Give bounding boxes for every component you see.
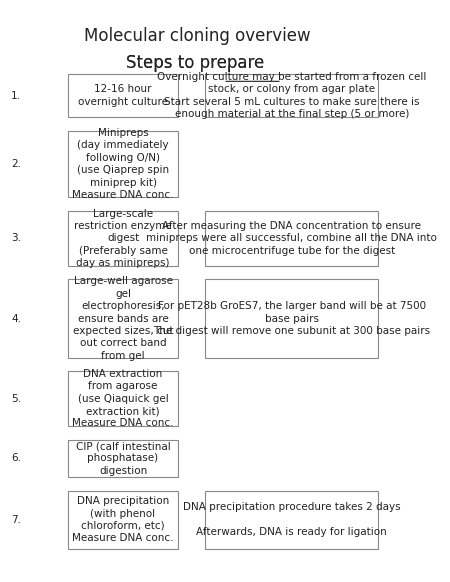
FancyBboxPatch shape: [206, 491, 378, 549]
Text: Molecular cloning overview: Molecular cloning overview: [84, 27, 311, 45]
Text: CIP (calf intestinal
phosphatase)
digestion: CIP (calf intestinal phosphatase) digest…: [76, 441, 171, 476]
Text: Steps to prepare: Steps to prepare: [126, 54, 270, 72]
Text: Overnight culture may be started from a frozen cell
stock, or colony from agar p: Overnight culture may be started from a …: [157, 72, 427, 119]
Text: 5.: 5.: [11, 393, 21, 404]
Text: DNA precipitation procedure takes 2 days

Afterwards, DNA is ready for ligation: DNA precipitation procedure takes 2 days…: [183, 502, 400, 537]
FancyBboxPatch shape: [206, 211, 378, 266]
Text: 12-16 hour
overnight culture: 12-16 hour overnight culture: [78, 84, 168, 107]
FancyBboxPatch shape: [206, 74, 378, 117]
FancyBboxPatch shape: [68, 279, 178, 357]
Text: Large-scale
restriction enzyme
digest
(Preferably same
day as minipreps): Large-scale restriction enzyme digest (P…: [74, 208, 172, 268]
Text: 6.: 6.: [11, 453, 21, 463]
FancyBboxPatch shape: [68, 371, 178, 426]
Text: After measuring the DNA concentration to ensure
minipreps were all successful, c: After measuring the DNA concentration to…: [146, 221, 437, 255]
FancyBboxPatch shape: [68, 491, 178, 549]
Text: DNA extraction
from agarose
(use Qiaquick gel
extraction kit)
Measure DNA conc.: DNA extraction from agarose (use Qiaquic…: [72, 369, 174, 428]
Text: 4.: 4.: [11, 314, 21, 324]
Text: 2.: 2.: [11, 159, 21, 169]
FancyBboxPatch shape: [68, 439, 178, 477]
FancyBboxPatch shape: [206, 279, 378, 357]
Text: For pET28b GroES7, the larger band will be at 7500
base pairs
The digest will re: For pET28b GroES7, the larger band will …: [153, 301, 430, 336]
Text: DNA precipitation
(with phenol
chloroform, etc)
Measure DNA conc.: DNA precipitation (with phenol chlorofor…: [72, 496, 174, 544]
Text: 1.: 1.: [11, 91, 21, 101]
Text: Large-well agarose
gel
electrophoresis,
ensure bands are
expected sizes, cut
out: Large-well agarose gel electrophoresis, …: [73, 276, 173, 361]
FancyBboxPatch shape: [68, 211, 178, 266]
FancyBboxPatch shape: [68, 74, 178, 117]
Text: Minipreps
(day immediately
following O/N)
(use Qiaprep spin
miniprep kit)
Measur: Minipreps (day immediately following O/N…: [72, 128, 174, 200]
Text: 3.: 3.: [11, 233, 21, 243]
Text: Steps to prepare: Steps to prepare: [126, 54, 270, 72]
Text: Steps to prepare vector: Steps to prepare vector: [99, 54, 296, 72]
FancyBboxPatch shape: [68, 131, 178, 197]
Text: 7.: 7.: [11, 515, 21, 525]
